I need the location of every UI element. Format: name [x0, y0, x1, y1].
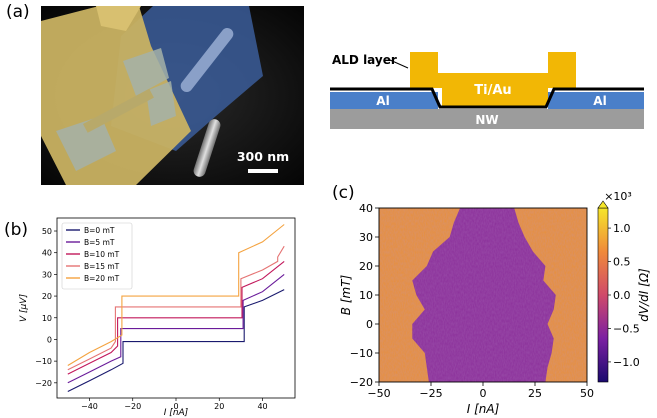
heatmap-y-tick-label: 40 [359, 202, 373, 215]
iv-y-tick-label: 30 [42, 270, 52, 279]
panel-label-c: (c) [332, 183, 355, 203]
heatmap-x-axis-label: I [nA] [467, 402, 500, 416]
scalebar-label: 300 nm [237, 149, 289, 164]
iv-series-line-1 [67, 273, 285, 384]
iv-y-tick-label: 40 [42, 249, 52, 258]
heatmap-y-tick-label: 10 [359, 289, 373, 302]
colorbar-tick-label: −1.0 [613, 356, 640, 369]
heatmap-x-tick-label: 25 [528, 387, 542, 400]
iv-legend-entry: B=5 mT [84, 238, 115, 247]
heatmap-y-tick-label: −10 [350, 347, 373, 360]
iv-x-tick-label: 0 [173, 402, 178, 411]
heatmap-y-tick-label: −20 [350, 376, 373, 389]
iv-x-tick-label: −40 [81, 402, 98, 411]
panel-label-a: (a) [6, 2, 30, 22]
heatmap-x-tick-label: −25 [419, 387, 442, 400]
heatmap-y-axis-label: B [mT] [339, 274, 353, 315]
iv-series-line-2 [67, 260, 285, 375]
heatmap-x-tick-label: 50 [580, 387, 594, 400]
colorbar-exponent: ×10³ [604, 190, 632, 203]
iv-y-tick-label: 0 [47, 335, 52, 344]
heatmap-x-tick-label: 0 [480, 387, 487, 400]
iv-series-line-3 [67, 245, 285, 371]
panel-label-b: (b) [4, 220, 29, 240]
heatmap-y-tick-label: 20 [359, 260, 373, 273]
heatmap-y-tick-label: 0 [366, 318, 373, 331]
iv-x-tick-label: 40 [257, 402, 267, 411]
iv-y-tick-label: −10 [35, 357, 52, 366]
iv-y-tick-label: 50 [42, 227, 52, 236]
heatmap-y-tick-label: 30 [359, 231, 373, 244]
sem-image: 300 nm [41, 6, 304, 185]
colorbar-label: dV/dI [Ω] [637, 268, 651, 322]
iv-legend [61, 222, 133, 290]
iv-x-tick-label: −20 [124, 402, 141, 411]
iv-y-tick-label: 20 [42, 292, 52, 301]
iv-series-line-0 [67, 289, 285, 392]
iv-y-tick-label: 10 [42, 314, 52, 323]
iv-legend-entry: B=15 mT [84, 262, 120, 271]
iv-x-tick-label: 20 [214, 402, 224, 411]
colorbar [597, 207, 609, 383]
iv-x-axis-label: I [nA] [164, 408, 189, 418]
iv-legend-entry: B=0 mT [84, 226, 115, 235]
iv-series-line-4 [67, 224, 285, 366]
heatmap-x-tick-label: −50 [367, 387, 390, 400]
colorbar-tick-label: −0.5 [613, 322, 640, 335]
colorbar-tick-label: 0.0 [613, 289, 631, 302]
iv-y-tick-label: −20 [35, 379, 52, 388]
colorbar-tick-label: 0.5 [613, 256, 631, 269]
iv-y-axis-label: V [μV] [19, 294, 29, 322]
iv-legend-entry: B=10 mT [84, 250, 120, 259]
iv-legend-entry: B=20 mT [84, 274, 120, 283]
colorbar-tick-label: 1.0 [613, 222, 631, 235]
